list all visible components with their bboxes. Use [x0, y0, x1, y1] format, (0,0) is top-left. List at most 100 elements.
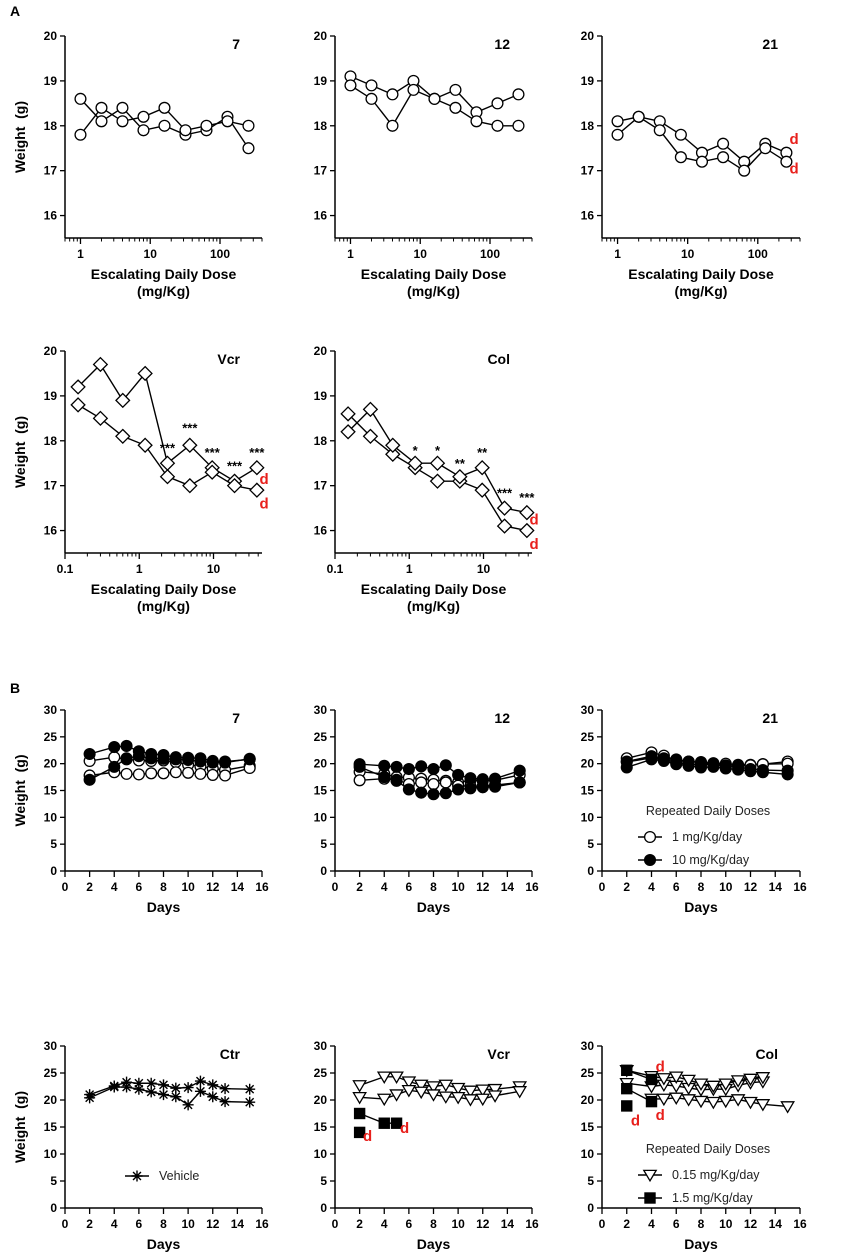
- data-point: [452, 783, 465, 796]
- y-tick-label: 25: [581, 730, 595, 744]
- data-point: [194, 1075, 206, 1087]
- x-tick-label: 10: [207, 562, 221, 576]
- legend: Vehicle: [125, 1169, 199, 1183]
- data-point: [693, 1078, 709, 1091]
- series-1: [352, 1071, 528, 1098]
- series-4: [353, 760, 526, 801]
- data-point: [682, 759, 695, 772]
- data-point: [780, 155, 793, 168]
- x-tick-label: 4: [648, 880, 655, 894]
- chart-title: Ctr: [220, 1046, 241, 1062]
- data-point: [730, 1094, 746, 1107]
- chart-a21: 16 17 18 19 20 1 10 100 21 Escalating Daily Dose(…: [581, 29, 801, 299]
- x-axis-label: Escalating Daily Dose: [91, 266, 237, 282]
- data-point: [390, 760, 403, 773]
- y-tick-label: 17: [44, 164, 58, 178]
- y-axis-label: Weight (g): [12, 1091, 28, 1163]
- x-tick-label: 0.1: [57, 562, 74, 576]
- data-point: [611, 128, 624, 141]
- data-point: [84, 1092, 96, 1104]
- data-point: [219, 1096, 231, 1108]
- chart-title: Col: [487, 351, 510, 367]
- y-tick-label: 19: [44, 74, 58, 88]
- series-2: [352, 1084, 528, 1107]
- data-point: [407, 83, 420, 96]
- x-axis-label: Escalating Daily Dose: [91, 581, 237, 597]
- data-point: [390, 1117, 403, 1129]
- data-point: [402, 762, 415, 776]
- x-axis-label: Days: [417, 899, 451, 915]
- x-tick-label: 1: [347, 247, 354, 261]
- y-tick-label: 20: [581, 29, 595, 43]
- data-point: [389, 1071, 404, 1084]
- data-point: [249, 482, 265, 498]
- data-point: [83, 773, 96, 786]
- series-3: [353, 1107, 403, 1129]
- death-marker: d: [790, 160, 799, 177]
- data-point: [407, 455, 423, 471]
- panel-label-b: B: [10, 680, 20, 696]
- data-point: [92, 356, 109, 373]
- chart-a7: 16 17 18 19 20 1 10 100 7 Escalating Daily Dose(m…: [12, 29, 263, 299]
- data-point: [74, 92, 87, 105]
- y-tick-label: 10: [314, 1147, 328, 1161]
- chart-title: 12: [494, 36, 510, 52]
- x-tick-label: 8: [698, 1217, 705, 1231]
- series-2: [83, 761, 256, 782]
- data-point: [781, 768, 794, 781]
- y-tick-label: 5: [50, 1174, 57, 1188]
- data-point: [415, 786, 428, 799]
- data-point: [159, 455, 176, 471]
- data-point: [429, 455, 446, 471]
- legend-label: 1 mg/Kg/day: [672, 830, 743, 844]
- data-point: [738, 164, 751, 177]
- data-point: [116, 101, 129, 114]
- data-point: [744, 765, 757, 778]
- x-tick-label: 12: [206, 1217, 220, 1231]
- series-line: [347, 413, 528, 532]
- data-point: [115, 428, 131, 445]
- data-point: [645, 753, 658, 766]
- chart-b7: 0 5 10 15 20 25 30 0 2 4 6 8 10 12 14 16 7 Days Weight (g): [12, 703, 269, 915]
- y-tick-label: 15: [314, 784, 328, 798]
- data-point: [426, 1089, 441, 1102]
- y-tick-label: 16: [314, 209, 328, 223]
- y-tick-label: 0: [320, 1201, 327, 1215]
- data-point: [513, 764, 526, 777]
- data-point: [452, 768, 465, 781]
- y-tick-label: 19: [44, 389, 58, 403]
- x-tick-label: 1: [406, 562, 413, 576]
- data-point: [668, 1092, 684, 1106]
- data-point: [620, 761, 633, 774]
- data-point: [756, 766, 769, 779]
- data-point: [450, 1092, 466, 1105]
- y-tick-label: 10: [44, 1147, 58, 1161]
- data-point: [706, 1096, 721, 1110]
- y-tick-label: 20: [314, 757, 328, 771]
- chart-b12: 0 5 10 15 20 25 30 0 2 4 6 8 10 12 14 16 12 Days: [314, 703, 539, 915]
- x-tick-label: 1: [77, 247, 84, 261]
- y-tick-label: 30: [314, 1039, 328, 1053]
- y-tick-label: 17: [314, 164, 328, 178]
- data-point: [385, 437, 401, 453]
- y-tick-label: 5: [587, 837, 594, 851]
- data-point: [389, 1089, 404, 1102]
- x-tick-label: 10: [451, 880, 465, 894]
- data-point: [157, 752, 170, 765]
- x-tick-label: 8: [430, 880, 437, 894]
- data-point: [378, 771, 391, 784]
- data-point: [108, 760, 121, 773]
- series-3: [353, 758, 526, 786]
- data-point: [611, 115, 624, 128]
- data-point: [653, 124, 666, 137]
- x-tick-label: 12: [206, 880, 220, 894]
- x-tick-label: 14: [769, 1217, 783, 1231]
- x-tick-label: 10: [414, 247, 428, 261]
- y-tick-label: 10: [581, 1147, 595, 1161]
- x-tick-label: 2: [356, 1217, 363, 1231]
- chart-bctr: 0 5 10 15 20 25 30 0 2 4 6 8 10 12 14 16 Ctr Days Weight (…: [12, 1039, 269, 1252]
- data-point: [717, 137, 730, 150]
- data-point: [137, 437, 153, 453]
- data-point: [378, 759, 391, 772]
